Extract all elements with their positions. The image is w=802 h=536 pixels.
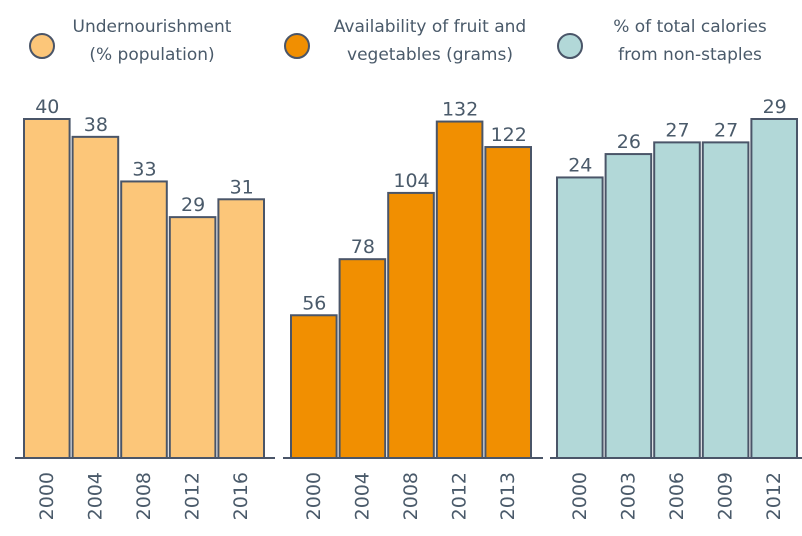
x-tick-label: 2004 <box>351 472 373 520</box>
value-label: 31 <box>230 176 254 198</box>
value-label: 24 <box>568 154 592 176</box>
legend-label: % of total calories <box>613 17 767 37</box>
value-label: 56 <box>302 292 326 314</box>
x-tick-label: 2009 <box>715 472 737 520</box>
x-tick-label: 2000 <box>569 472 591 520</box>
bar <box>120 180 168 460</box>
x-tick-label: 2008 <box>133 472 155 520</box>
bar <box>387 191 435 459</box>
value-label: 132 <box>442 99 478 121</box>
bar <box>750 118 799 459</box>
x-tick-label: 2004 <box>84 472 106 520</box>
x-tick-label: 2000 <box>303 472 325 520</box>
value-label: 40 <box>35 96 59 118</box>
x-tick-label: 2006 <box>666 472 688 520</box>
legend-label: Availability of fruit and <box>334 17 526 37</box>
x-tick-label: 2013 <box>497 472 519 520</box>
legend-marker <box>557 33 583 59</box>
bar <box>604 153 653 459</box>
value-label: 27 <box>665 119 689 141</box>
bar <box>484 146 532 459</box>
x-tick-label: 2016 <box>230 472 252 520</box>
x-tick-label: 2003 <box>617 472 639 520</box>
bar <box>435 120 484 460</box>
value-label: 29 <box>763 96 787 118</box>
value-label: 26 <box>617 131 641 153</box>
bar <box>290 314 338 459</box>
value-label: 33 <box>132 158 156 180</box>
value-label: 104 <box>393 170 429 192</box>
value-label: 29 <box>181 194 205 216</box>
bar <box>556 176 604 459</box>
bar <box>71 135 120 459</box>
legend-marker <box>284 33 310 59</box>
legend-label: (% population) <box>89 45 214 65</box>
value-label: 122 <box>491 124 527 146</box>
x-tick-label: 2012 <box>763 472 785 520</box>
x-tick-label: 2000 <box>36 472 58 520</box>
bar <box>653 141 701 459</box>
x-tick-label: 2008 <box>400 472 422 520</box>
value-label: 27 <box>714 119 738 141</box>
value-label: 38 <box>84 114 108 136</box>
bar <box>168 216 217 459</box>
bar <box>217 198 265 460</box>
bar <box>23 118 71 459</box>
legend-label: from non-staples <box>618 45 762 65</box>
bar <box>338 258 387 459</box>
legend-marker <box>29 33 55 59</box>
legend-label: vegetables (grams) <box>347 45 513 65</box>
legend-label: Undernourishment <box>73 17 232 37</box>
bar <box>701 141 750 459</box>
x-tick-label: 2012 <box>449 472 471 520</box>
x-tick-label: 2012 <box>182 472 204 520</box>
value-label: 78 <box>351 236 375 258</box>
